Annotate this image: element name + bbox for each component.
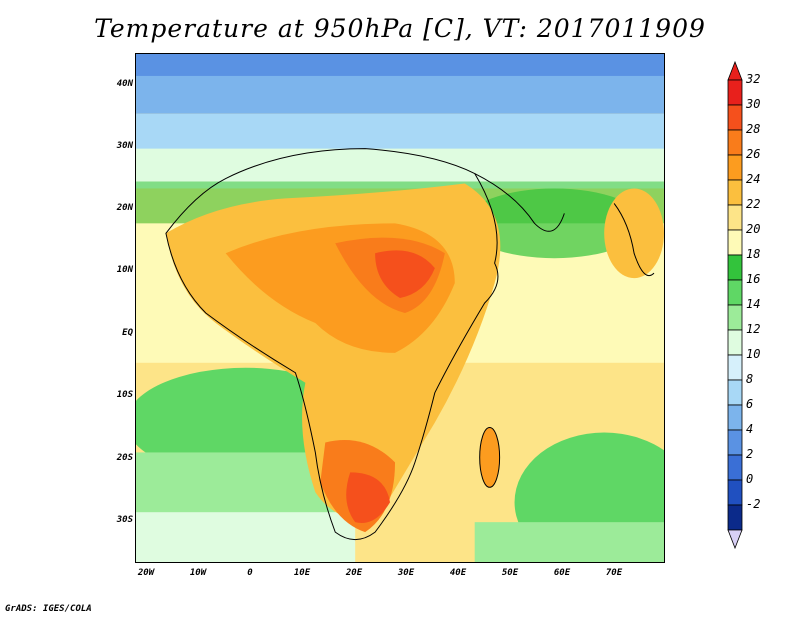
lon-label-70e: 70E [605,568,623,578]
colorbar-label: 6 [746,397,754,411]
colorbar-swatch [727,504,743,531]
colorbar-swatch [727,79,743,106]
colorbar-swatch [727,179,743,206]
colorbar-swatch [727,329,743,356]
africa-coastline [165,148,499,541]
colorbar-swatch [727,404,743,431]
colorbar-swatch [727,104,743,131]
lon-label-20w: 20W [137,568,155,578]
lon-label-40e: 40E [449,568,467,578]
colorbar-swatch [727,429,743,456]
lat-label-40n: 40N [116,79,133,89]
colorbar-swatch [727,129,743,156]
lat-label-20s: 20S [116,453,133,463]
lon-label-30e: 30E [397,568,415,578]
temperature-map [135,53,665,563]
colorbar [727,60,743,550]
colorbar-bottom-arrow [727,529,743,550]
lat-label-30s: 30S [116,515,133,525]
colorbar-swatch [727,354,743,381]
lat-label-10n: 10N [116,265,133,275]
colorbar-label: 4 [746,422,754,436]
madagascar [479,427,500,488]
lat-label-10s: 10S [116,390,133,400]
colorbar-label: 10 [746,347,761,361]
colorbar-swatch [727,229,743,256]
lat-label-20n: 20N [116,203,133,213]
colorbar-swatch [727,204,743,231]
lon-label-50e: 50E [501,568,519,578]
colorbar-label: 18 [746,247,761,261]
lon-label-10e: 10E [293,568,311,578]
colorbar-swatch [727,254,743,281]
colorbar-label: 24 [746,172,761,186]
colorbar-swatch [727,279,743,306]
chart-title: Temperature at 950hPa [C], VT: 201701190… [94,14,706,43]
colorbar-label: 20 [746,222,761,236]
lat-label-eq: EQ [122,328,133,338]
credit-text: GrADS: IGES/COLA [5,604,92,614]
lon-label-0: 0 [247,568,253,578]
lon-label-60e: 60E [553,568,571,578]
colorbar-top-arrow [727,60,743,81]
colorbar-label: 12 [746,322,761,336]
colorbar-swatch [727,154,743,181]
lat-label-30n: 30N [116,141,133,151]
colorbar-label: 30 [746,97,761,111]
colorbar-swatch [727,304,743,331]
colorbar-swatch [727,454,743,481]
colorbar-label: -2 [746,497,761,511]
colorbar-label: 26 [746,147,761,161]
colorbar-swatch [727,379,743,406]
colorbar-label: 8 [746,372,754,386]
lon-label-20e: 20E [345,568,363,578]
colorbar-label: 14 [746,297,761,311]
colorbar-label: 16 [746,272,761,286]
colorbar-label: 28 [746,122,761,136]
colorbar-label: 2 [746,447,754,461]
colorbar-swatch [727,479,743,506]
colorbar-label: 32 [746,72,761,86]
colorbar-label: 0 [746,472,754,486]
lon-label-10w: 10W [189,568,207,578]
colorbar-label: 22 [746,197,761,211]
